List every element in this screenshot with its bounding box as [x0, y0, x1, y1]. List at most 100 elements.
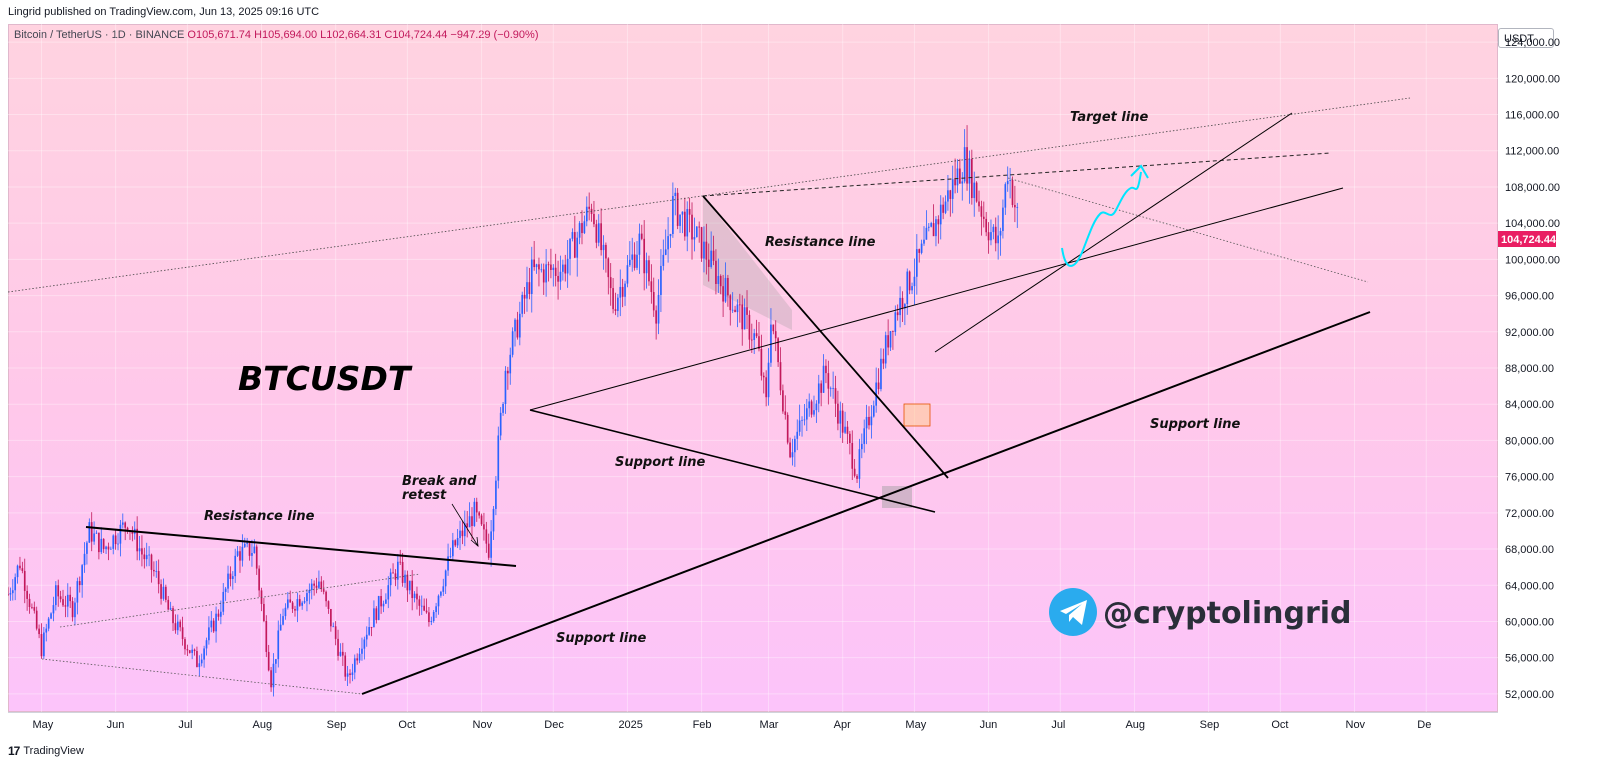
candle-body — [420, 605, 423, 607]
candle-body — [978, 201, 980, 207]
candle-body — [215, 613, 217, 632]
candle-body — [1004, 184, 1007, 208]
candle-body — [208, 627, 210, 641]
candle-body — [899, 297, 901, 316]
candle-body — [203, 648, 205, 660]
resistance-line-upper[interactable] — [702, 195, 949, 479]
candle-body — [425, 610, 428, 613]
candle-body — [650, 281, 653, 293]
candle-body — [485, 529, 488, 544]
candle-body — [583, 221, 586, 234]
candle-body — [542, 269, 545, 283]
candle-body — [660, 265, 662, 295]
candle-body — [83, 553, 86, 566]
candle-body — [547, 264, 550, 266]
handle-text: @cryptolingrid — [1103, 596, 1352, 631]
candle-body — [502, 404, 504, 413]
candle-body — [626, 265, 629, 284]
candle-body — [822, 365, 825, 393]
lower-dotted-line[interactable] — [41, 658, 363, 695]
candle-body — [200, 659, 203, 664]
y-axis-ticks: 124,000.00 120,000.00 116,000.00 112,000.00… — [1505, 37, 1560, 701]
candle-body — [951, 179, 954, 199]
y-tick-label: 72,000.00 — [1505, 508, 1554, 520]
candle-body — [695, 226, 698, 238]
candle-body — [95, 532, 98, 534]
tradingview-logo-icon: 17 — [8, 744, 20, 758]
candle-body — [734, 309, 736, 313]
currency-selector[interactable]: USDT — [1498, 28, 1554, 48]
candle-body — [349, 673, 351, 676]
candle-body — [478, 512, 480, 516]
dashed-top-line[interactable] — [702, 152, 1331, 197]
candle-body — [337, 638, 339, 656]
candle-body — [638, 233, 641, 255]
candle-body — [932, 223, 935, 237]
y-tick-label: 92,000.00 — [1505, 327, 1554, 339]
candle-body — [693, 237, 696, 240]
candle-body — [777, 338, 779, 363]
time-axis[interactable] — [8, 712, 1498, 739]
x-tick-label: Nov — [1346, 719, 1366, 731]
x-axis-ticks: May Jun Jul Aug Sep Oct Nov Dec 2025 Feb Mar Apr May… — [32, 719, 1431, 731]
rising-trendline[interactable] — [934, 112, 1293, 353]
candle-body — [160, 584, 162, 599]
support-line-middle[interactable] — [529, 409, 936, 513]
candle-body — [220, 611, 222, 617]
candle-body — [856, 475, 858, 479]
candle-body — [480, 515, 483, 525]
candle-body — [970, 158, 973, 199]
candle-body — [456, 538, 459, 546]
target-line[interactable] — [8, 97, 1411, 293]
candle-body — [987, 232, 990, 241]
descending-dotted-line[interactable] — [1007, 177, 1369, 283]
y-tick-label: 76,000.00 — [1505, 472, 1554, 484]
symbol-legend[interactable]: Bitcoin / TetherUS · 1D · BINANCE O105,6… — [14, 29, 539, 41]
chart-pane[interactable] — [8, 24, 1498, 712]
candle-body — [463, 523, 466, 537]
label-break-retest-1: Break and — [402, 474, 477, 489]
mid-dotted-line[interactable] — [59, 573, 421, 628]
channel-line-upper[interactable] — [529, 187, 1344, 411]
candle-body — [272, 663, 275, 688]
symbol-name[interactable]: Bitcoin / TetherUS · 1D · BINANCE — [14, 29, 185, 41]
candle-body — [315, 585, 318, 588]
candle-body — [157, 571, 160, 585]
candle-body — [664, 249, 667, 255]
candle-body — [982, 216, 985, 219]
candle-body — [239, 551, 241, 561]
candle-body — [212, 620, 215, 632]
candle-body — [674, 192, 677, 196]
candle-body — [588, 206, 591, 209]
candle-body — [609, 277, 612, 289]
candle-body — [461, 530, 464, 537]
candle-body — [397, 561, 399, 580]
candle-body — [1009, 180, 1011, 181]
candle-body — [112, 535, 115, 549]
candle-body — [246, 542, 249, 544]
candle-body — [614, 309, 617, 311]
candle-body — [698, 226, 701, 228]
price-axis[interactable] — [1498, 24, 1600, 712]
candle-body — [521, 294, 524, 314]
break-retest-arrowhead — [470, 536, 479, 547]
resistance-line-lower[interactable] — [85, 526, 517, 567]
candle-body — [803, 419, 806, 421]
x-tick-label: Aug — [1125, 719, 1145, 731]
candle-body — [346, 673, 349, 677]
candle-body — [145, 555, 148, 560]
candle-body — [9, 593, 12, 595]
candle-body — [43, 632, 45, 657]
candle-body — [267, 651, 270, 671]
candle-body — [755, 333, 758, 337]
candle-body — [849, 433, 851, 444]
candle-body — [138, 548, 141, 552]
candle-body — [712, 250, 715, 261]
support-line-lower[interactable] — [361, 311, 1371, 695]
candle-body — [743, 307, 746, 330]
grid — [8, 24, 1498, 712]
candle-body — [791, 452, 794, 458]
candle-body — [729, 295, 732, 311]
candle-body — [389, 572, 392, 586]
candle-body — [181, 627, 184, 640]
